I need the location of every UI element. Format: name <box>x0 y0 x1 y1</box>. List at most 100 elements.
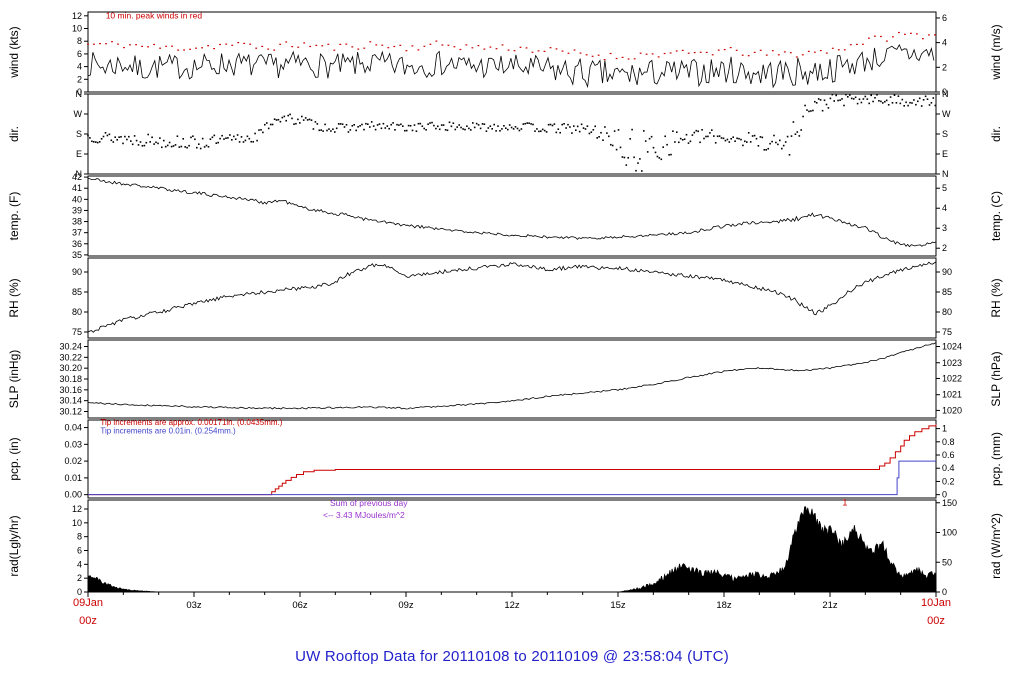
data-point <box>372 125 375 127</box>
data-point <box>166 144 169 147</box>
data-point <box>561 50 564 52</box>
data-point <box>716 135 719 138</box>
data-point <box>711 54 714 56</box>
data-point <box>909 101 911 104</box>
data-point <box>691 134 694 136</box>
data-point <box>271 123 274 126</box>
left-tick-label: 0.00 <box>64 490 82 500</box>
data-point <box>651 53 654 55</box>
data-point <box>438 128 441 131</box>
data-point <box>95 141 97 143</box>
data-point <box>131 143 134 146</box>
right-tick-label: 2 <box>942 243 947 253</box>
data-point <box>227 137 229 139</box>
left-axis-label-slp: SLP (inHg) <box>7 350 21 408</box>
data-point <box>423 45 426 47</box>
data-point <box>192 135 194 137</box>
left-axis-label-rad: rad(Lgly/hr) <box>7 515 21 576</box>
data-point <box>798 135 801 137</box>
data-point <box>695 129 698 132</box>
data-point <box>679 137 682 140</box>
right-tick-label: W <box>942 109 951 119</box>
data-point <box>747 55 750 57</box>
data-point <box>118 136 120 138</box>
data-point <box>453 46 456 48</box>
data-point <box>489 125 492 127</box>
data-point <box>285 119 287 122</box>
data-point <box>411 45 414 47</box>
data-point <box>837 49 840 51</box>
data-point <box>345 43 348 45</box>
right-axis-label-wind: wind (m/s) <box>989 24 1003 80</box>
data-point <box>755 137 758 140</box>
data-point <box>553 123 556 125</box>
data-point <box>188 144 190 147</box>
data-point <box>714 142 717 144</box>
data-point <box>806 109 808 111</box>
data-point <box>627 157 629 159</box>
data-point <box>751 135 754 137</box>
data-point <box>135 44 137 46</box>
left-tick-label: 0.03 <box>64 439 82 449</box>
data-point <box>646 151 649 153</box>
data-point <box>155 141 157 144</box>
right-tick-label: 80 <box>942 307 952 317</box>
data-point <box>786 135 789 138</box>
data-point <box>825 103 828 106</box>
data-point <box>269 123 272 126</box>
data-point <box>532 123 534 126</box>
data-point <box>312 128 315 130</box>
data-point <box>858 98 861 101</box>
data-point <box>243 42 246 44</box>
data-point <box>699 51 702 53</box>
data-point <box>911 102 913 104</box>
data-point <box>926 98 929 100</box>
annotation: Tip increments are 0.01in. (0.254mm.) <box>100 426 236 435</box>
data-point <box>660 158 663 161</box>
data-point <box>258 129 260 131</box>
data-point <box>411 129 414 132</box>
data-point <box>405 50 408 52</box>
series-sea-level-pressure <box>87 342 937 410</box>
data-point <box>910 32 912 34</box>
data-point <box>884 100 886 103</box>
left-tick-label: 8 <box>77 36 82 46</box>
data-point <box>817 98 820 100</box>
left-tick-label: 37 <box>72 228 82 238</box>
data-point <box>186 146 188 149</box>
data-point <box>361 123 363 126</box>
data-point <box>872 100 874 103</box>
data-point <box>531 51 534 53</box>
data-point <box>613 130 616 132</box>
data-point <box>513 50 516 52</box>
data-point <box>108 133 111 136</box>
data-point <box>231 139 233 141</box>
data-point <box>723 49 726 51</box>
data-point <box>96 141 99 144</box>
data-point <box>825 52 828 54</box>
data-point <box>887 104 890 106</box>
data-point <box>489 46 492 48</box>
data-point <box>508 124 511 126</box>
data-point <box>250 140 252 143</box>
right-tick-label: N <box>942 169 949 179</box>
data-point <box>417 49 420 51</box>
data-point <box>685 133 688 136</box>
data-point <box>555 131 558 134</box>
data-point <box>530 123 532 125</box>
panel-border-temp <box>87 175 937 257</box>
right-tick-label: 90 <box>942 267 952 277</box>
data-point <box>555 48 558 50</box>
data-point <box>472 122 474 124</box>
data-point <box>141 145 144 147</box>
left-tick-label: 4 <box>77 62 82 72</box>
data-point <box>339 123 342 125</box>
data-point <box>591 55 594 57</box>
data-point <box>932 97 935 99</box>
data-point <box>779 139 781 142</box>
data-point <box>889 96 892 98</box>
data-point <box>610 143 612 146</box>
data-point <box>784 141 787 143</box>
right-tick-label: 1023 <box>942 358 962 368</box>
